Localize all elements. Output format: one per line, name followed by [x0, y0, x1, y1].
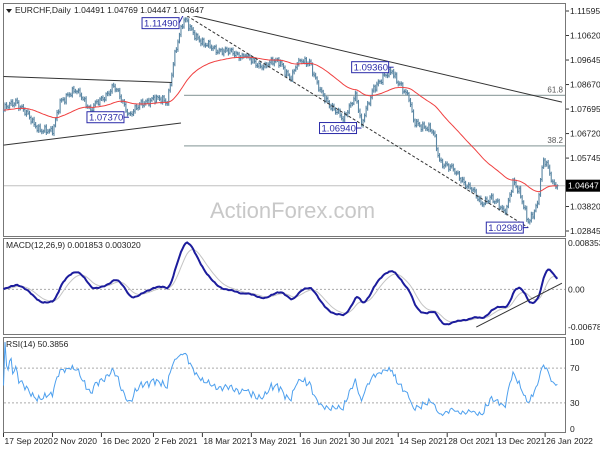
- current-price-marker: [566, 179, 600, 192]
- date-axis-label: 28 Oct 2021: [448, 436, 495, 446]
- trendline: [3, 75, 172, 84]
- date-axis-label: 13 Dec 2021: [497, 436, 545, 446]
- header-background: [4, 4, 224, 16]
- date-axis-label: 16 Dec 2020: [102, 436, 150, 446]
- annotation-label: 1.07370: [89, 113, 123, 124]
- date-axis-label: 17 Sep 2020: [5, 436, 53, 446]
- rsi-axis-label: 70: [570, 363, 580, 373]
- date-axis-label: 16 Jun 2021: [301, 436, 348, 446]
- price-axis-label: 1.08670: [570, 80, 600, 90]
- price-axis-label: 1.10620: [570, 31, 600, 41]
- rsi-axis-label: 100: [570, 337, 584, 347]
- macd-layer: [2, 241, 565, 328]
- chart-symbol-title: EURCHF,Daily: [15, 5, 71, 15]
- annotation-label: 1.06940: [322, 124, 356, 135]
- dropdown-triangle-icon[interactable]: [6, 9, 12, 13]
- rsi-line: [3, 341, 558, 417]
- ohlc-readout: 1.04491 1.04769 1.04447 1.04647: [74, 5, 204, 15]
- price-axis-label: 1.06720: [570, 129, 600, 139]
- price-axis-label: 1.02845: [570, 226, 600, 236]
- macd-axis-label: 0.00: [568, 284, 585, 294]
- trendline: [3, 122, 182, 146]
- rsi-title: RSI(14) 50.3856: [6, 339, 69, 349]
- price-axis-label: 1.05745: [570, 153, 600, 163]
- macd-title: MACD(12,26,9) 0.001853 0.003020: [6, 240, 141, 250]
- annotation-box: [319, 122, 358, 135]
- date-axis-label: 14 Sep 2021: [399, 436, 447, 446]
- price-axis-label: 1.03820: [570, 201, 600, 211]
- price-axis-label: 1.11595: [570, 6, 600, 16]
- annotation-label: 1.02980: [488, 223, 522, 234]
- macd-main-line: [2, 241, 559, 326]
- axis-layer: 1.11595 1.10620 1.09645 1.08670 1.07695 1.067…: [3, 6, 600, 446]
- fib-level-label: 61.8: [547, 85, 563, 94]
- current-price-label: 1.04647: [568, 181, 599, 191]
- price-layer: 61.8 38.2 1.11490 1.07370 1.06940 1.09360 1.02…: [2, 13, 565, 234]
- date-axis-label: 26 Jan 2022: [546, 436, 593, 446]
- annotation-box: [86, 111, 125, 124]
- trendline: [183, 13, 563, 103]
- date-axis-label: 3 May 2021: [252, 436, 297, 446]
- fib-level-label: 38.2: [547, 136, 563, 145]
- price-axis-label: 1.09645: [570, 55, 600, 65]
- dashed-trendline: [186, 15, 529, 229]
- rsi-axis-label: 0: [570, 424, 575, 434]
- annotation-box: [141, 17, 180, 30]
- annotation-box: [485, 221, 524, 234]
- date-axis-label: 30 Jul 2021: [350, 436, 394, 446]
- price-axis-label: 1.07695: [570, 104, 600, 114]
- date-axis-label: 2 Feb 2021: [154, 436, 197, 446]
- date-axis-label: 18 Mar 2021: [203, 436, 251, 446]
- annotation-box: [351, 61, 390, 74]
- rsi-layer: [3, 341, 565, 417]
- price-bar: [556, 184, 559, 190]
- annotation-label: 1.11490: [144, 19, 178, 30]
- watermark: ActionForex.com: [210, 198, 375, 223]
- rsi-axis-label: 30: [570, 398, 580, 408]
- moving-average-line: [3, 56, 558, 193]
- macd-trendline: [476, 282, 563, 328]
- macd-panel: [3, 238, 566, 335]
- date-axis-label: 2 Nov 2020: [53, 436, 97, 446]
- macd-axis-label: -0.006788: [568, 322, 600, 332]
- rsi-panel: [3, 337, 566, 433]
- macd-axis-label: 0.008353: [568, 238, 600, 248]
- annotation-label: 1.09360: [354, 63, 388, 74]
